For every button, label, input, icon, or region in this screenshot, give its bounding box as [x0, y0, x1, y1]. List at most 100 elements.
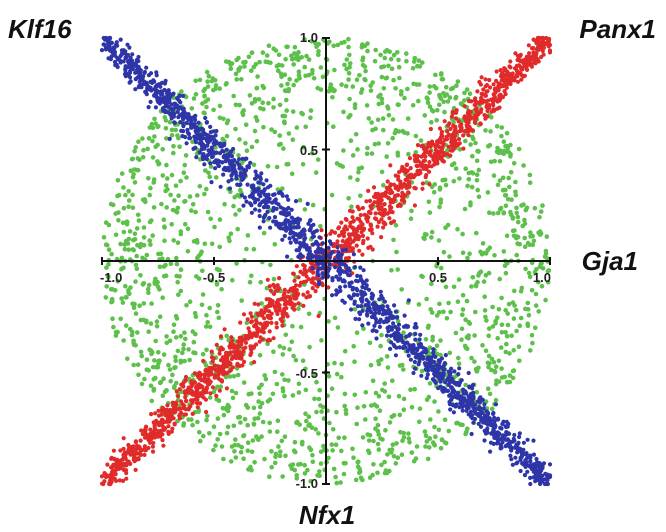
scatter-point [135, 212, 141, 218]
scatter-point [388, 56, 394, 62]
scatter-point [239, 298, 244, 303]
scatter-point [347, 52, 352, 58]
scatter-point [118, 60, 123, 65]
scatter-point [437, 377, 442, 382]
scatter-point [447, 254, 452, 259]
scatter-point [440, 278, 445, 284]
scatter-point [427, 445, 432, 450]
scatter-point [465, 426, 470, 432]
scatter-point [446, 133, 451, 138]
scatter-point [256, 399, 261, 404]
scatter-point [260, 83, 266, 89]
scatter-point [151, 420, 156, 425]
scatter-point [219, 287, 224, 292]
scatter-point [543, 297, 548, 303]
scatter-point [196, 120, 201, 125]
scatter-point [487, 142, 493, 148]
scatter-point [384, 354, 390, 359]
scatter-point [462, 104, 467, 109]
scatter-point [387, 447, 393, 453]
scatter-point [310, 459, 316, 465]
scatter-point [254, 139, 260, 144]
scatter-point [393, 223, 399, 228]
scatter-point [333, 442, 339, 448]
label-nfx1: Nfx1 [299, 500, 355, 530]
scatter-point [204, 104, 209, 110]
scatter-point [396, 322, 402, 327]
scatter-point [201, 389, 206, 394]
label-panx1: Panx1 [579, 14, 656, 44]
scatter-point [126, 247, 132, 252]
scatter-point [249, 449, 255, 455]
scatter-point [150, 125, 156, 131]
scatter-point [503, 143, 508, 149]
scatter-point [350, 446, 355, 452]
scatter-point [424, 439, 430, 444]
scatter-point [329, 229, 334, 234]
scatter-point [346, 266, 351, 271]
scatter-point [517, 323, 523, 329]
scatter-point [167, 338, 173, 344]
scatter-point [394, 345, 399, 350]
scatter-point [118, 458, 123, 463]
scatter-point [355, 460, 361, 465]
scatter-point [368, 204, 373, 209]
scatter-point [355, 177, 360, 183]
scatter-point [527, 172, 533, 178]
scatter-point [195, 193, 200, 198]
scatter-point [425, 100, 431, 106]
scatter-point [533, 303, 539, 308]
scatter-point [241, 203, 246, 208]
scatter-point [437, 94, 443, 100]
scatter-point [518, 468, 523, 474]
scatter-point [135, 75, 140, 80]
scatter-point [352, 307, 358, 312]
scatter-point [150, 449, 156, 454]
scatter-point [427, 436, 433, 441]
scatter-point [533, 462, 538, 467]
scatter-point [493, 364, 499, 370]
scatter-point [260, 199, 265, 204]
scatter-point [509, 74, 514, 79]
scatter-point [217, 351, 222, 356]
scatter-point [513, 179, 518, 185]
scatter-point [391, 321, 396, 326]
scatter-point [362, 77, 367, 82]
scatter-point [340, 262, 345, 267]
scatter-point [231, 203, 236, 209]
scatter-point [131, 457, 136, 462]
scatter-point [387, 420, 393, 425]
scatter-point [390, 190, 395, 195]
scatter-point [257, 352, 263, 358]
scatter-point [236, 153, 241, 158]
scatter-point [200, 101, 205, 106]
scatter-point [178, 334, 184, 339]
scatter-point [485, 190, 491, 195]
scatter-point [367, 340, 373, 346]
scatter-point [269, 449, 274, 454]
scatter-point [197, 370, 202, 375]
scatter-point [521, 74, 526, 79]
scatter-point [224, 371, 230, 376]
scatter-point [310, 202, 316, 208]
scatter-point [109, 456, 114, 461]
scatter-point [417, 419, 422, 425]
scatter-point [332, 230, 338, 235]
scatter-point [383, 468, 389, 473]
scatter-point [468, 200, 473, 205]
scatter-point [403, 193, 408, 198]
scatter-point [311, 76, 317, 81]
scatter-point [227, 186, 233, 191]
scatter-point [459, 378, 464, 383]
scatter-point [256, 385, 262, 391]
scatter-point [291, 62, 297, 67]
scatter-point [533, 291, 539, 297]
scatter-point [491, 427, 496, 432]
scatter-point [391, 77, 396, 83]
scatter-point [340, 164, 346, 169]
scatter-point [331, 88, 337, 94]
scatter-point [422, 232, 428, 237]
scatter-point [330, 448, 335, 453]
scatter-point [160, 427, 165, 432]
scatter-point [413, 321, 418, 327]
